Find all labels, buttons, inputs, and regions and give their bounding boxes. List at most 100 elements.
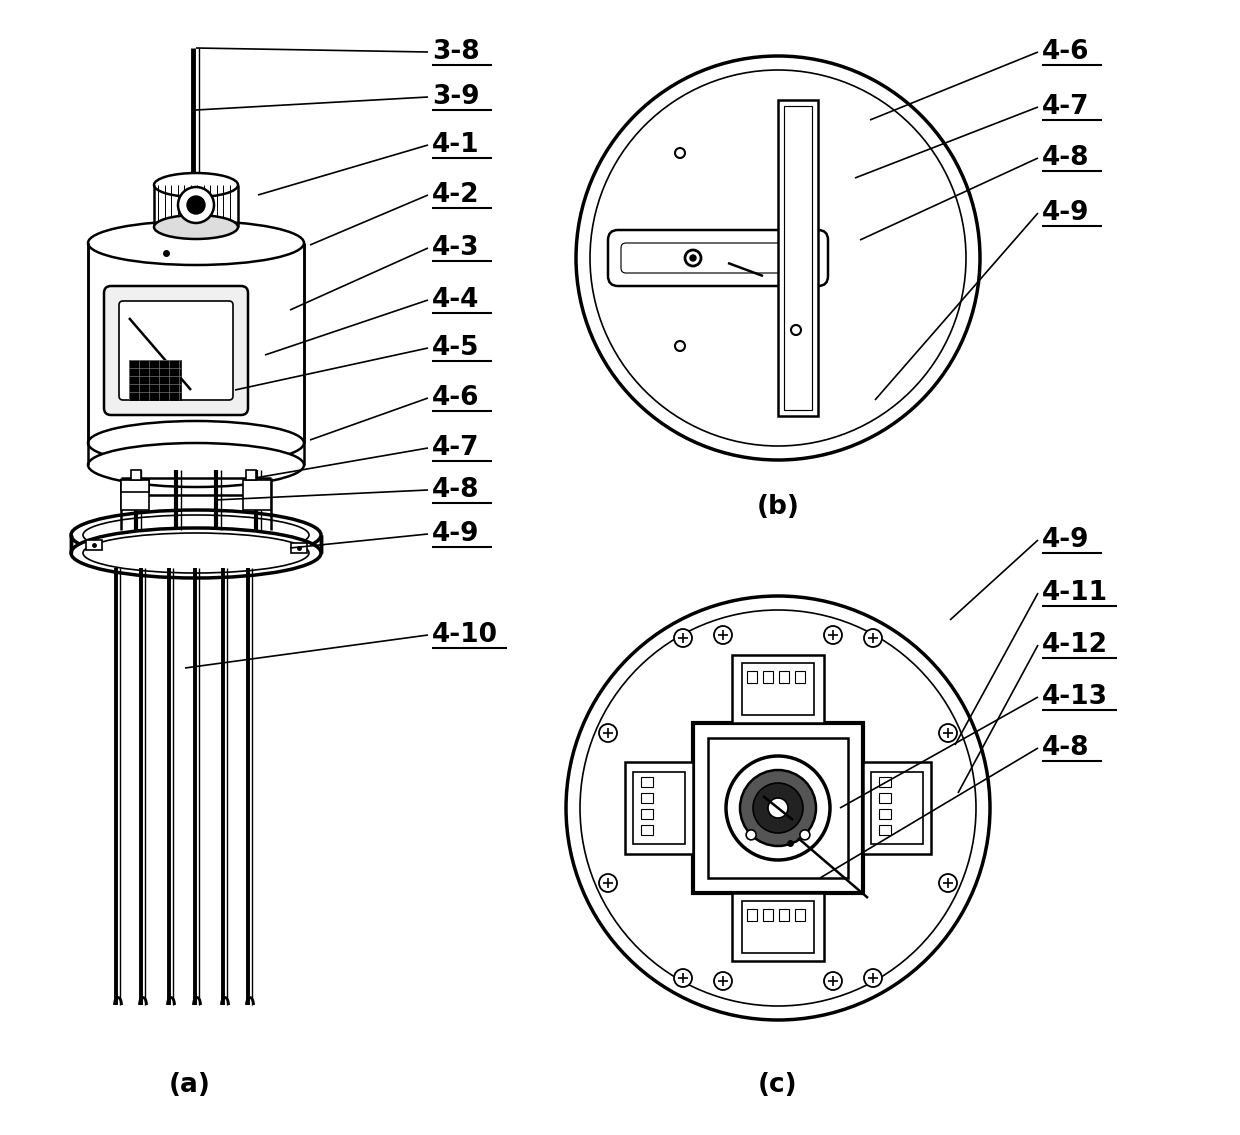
Bar (879, 777, 892, 787)
Ellipse shape (88, 421, 304, 465)
Circle shape (675, 629, 692, 647)
Circle shape (179, 187, 215, 222)
Ellipse shape (71, 528, 321, 578)
Circle shape (714, 627, 732, 644)
Text: 3-8: 3-8 (432, 39, 480, 65)
Text: 4-7: 4-7 (1042, 94, 1090, 120)
FancyBboxPatch shape (119, 301, 233, 400)
Text: 4-8: 4-8 (1042, 145, 1090, 171)
Text: 4-8: 4-8 (432, 477, 480, 503)
Bar (291, 543, 308, 553)
Bar (122, 480, 149, 510)
Text: 3-9: 3-9 (432, 84, 480, 110)
Bar (779, 671, 789, 683)
Text: 4-9: 4-9 (1042, 200, 1090, 226)
Bar (732, 655, 825, 723)
Bar (625, 762, 693, 854)
Bar (88, 443, 304, 465)
Text: 4-9: 4-9 (1042, 527, 1090, 553)
Bar (88, 243, 304, 443)
Circle shape (939, 874, 957, 892)
Circle shape (675, 969, 692, 987)
Ellipse shape (83, 533, 309, 573)
Text: 4-9: 4-9 (432, 521, 480, 547)
Circle shape (565, 596, 990, 1020)
Text: 4-13: 4-13 (1042, 684, 1109, 711)
Circle shape (825, 972, 842, 990)
Circle shape (746, 830, 756, 840)
Circle shape (684, 250, 701, 266)
FancyBboxPatch shape (621, 243, 815, 274)
Circle shape (791, 325, 801, 335)
Circle shape (580, 609, 976, 1006)
Bar (732, 893, 825, 961)
Bar (742, 901, 813, 953)
Bar (641, 809, 653, 819)
Circle shape (675, 148, 684, 158)
Bar (879, 793, 892, 802)
Bar (784, 106, 812, 410)
Circle shape (740, 770, 816, 846)
Text: (c): (c) (758, 1071, 797, 1098)
Text: 4-7: 4-7 (432, 435, 480, 461)
Circle shape (689, 255, 696, 261)
Ellipse shape (88, 221, 304, 264)
Circle shape (768, 798, 787, 818)
Circle shape (725, 756, 830, 860)
Text: 4-3: 4-3 (432, 235, 480, 261)
Bar (86, 540, 102, 550)
Bar (763, 909, 773, 920)
Text: 4-8: 4-8 (1042, 735, 1090, 760)
Circle shape (825, 627, 842, 644)
Circle shape (800, 830, 810, 840)
Bar (641, 793, 653, 802)
Text: 4-4: 4-4 (432, 287, 480, 313)
Ellipse shape (83, 515, 309, 555)
Text: 4-12: 4-12 (1042, 632, 1109, 658)
Circle shape (187, 196, 205, 215)
Bar (746, 671, 756, 683)
Circle shape (864, 969, 882, 987)
Bar (693, 723, 863, 893)
Circle shape (714, 972, 732, 990)
Text: 4-1: 4-1 (432, 132, 480, 158)
Bar (863, 762, 931, 854)
Circle shape (590, 70, 966, 446)
Bar (763, 671, 773, 683)
Text: (a): (a) (169, 1071, 211, 1098)
Bar (742, 663, 813, 715)
Circle shape (753, 783, 804, 833)
Bar (795, 909, 805, 920)
Bar (632, 772, 684, 844)
Bar (122, 480, 149, 491)
Circle shape (599, 724, 618, 742)
Text: 4-11: 4-11 (1042, 580, 1109, 606)
Text: 4-2: 4-2 (432, 182, 480, 208)
Circle shape (864, 629, 882, 647)
Ellipse shape (71, 510, 321, 560)
Text: (b): (b) (756, 494, 800, 520)
Text: 4-10: 4-10 (432, 622, 498, 648)
Bar (708, 738, 848, 878)
Bar (641, 825, 653, 835)
Bar (641, 777, 653, 787)
Bar (879, 809, 892, 819)
Text: 4-6: 4-6 (1042, 39, 1090, 65)
Bar (71, 535, 321, 553)
Ellipse shape (154, 215, 238, 239)
FancyBboxPatch shape (608, 230, 828, 286)
Ellipse shape (88, 443, 304, 487)
Bar (879, 825, 892, 835)
Text: 4-6: 4-6 (432, 385, 480, 411)
Bar (779, 909, 789, 920)
Bar (777, 100, 818, 417)
Bar (870, 772, 923, 844)
Bar (795, 671, 805, 683)
Ellipse shape (154, 173, 238, 197)
Circle shape (939, 724, 957, 742)
Circle shape (675, 340, 684, 351)
Bar (243, 480, 272, 510)
FancyBboxPatch shape (104, 286, 248, 415)
Circle shape (599, 874, 618, 892)
Text: 4-5: 4-5 (432, 335, 480, 361)
